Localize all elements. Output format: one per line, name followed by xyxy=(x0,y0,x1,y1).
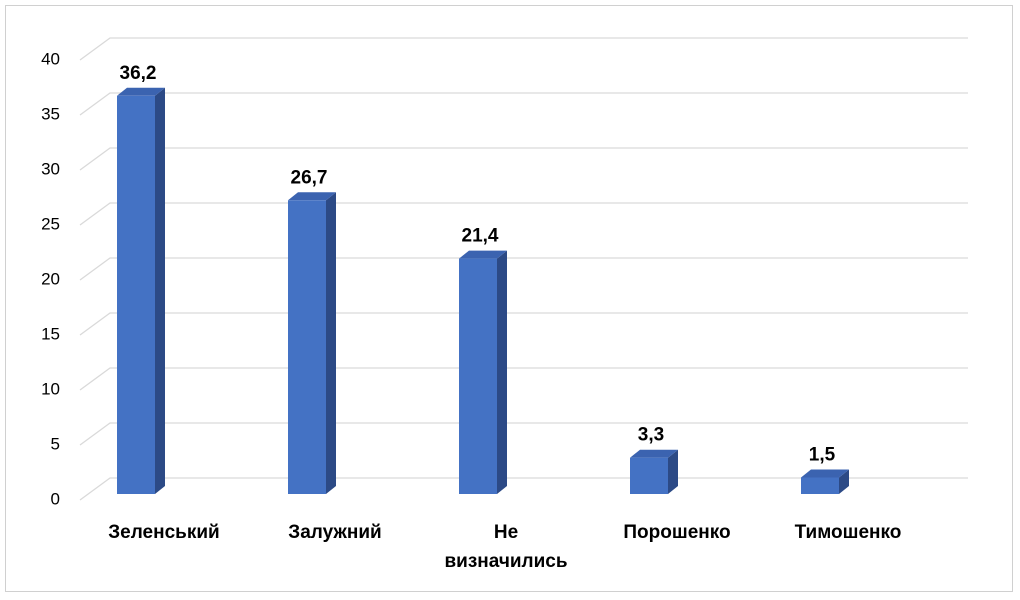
data-label: 21,4 xyxy=(462,226,499,247)
bar-side xyxy=(155,87,165,495)
bar xyxy=(117,95,155,495)
x-tick-label: Тимошенко xyxy=(795,522,902,543)
grid-line xyxy=(79,202,968,226)
bar xyxy=(288,200,326,495)
bar-side xyxy=(839,469,849,494)
bar-top xyxy=(117,87,165,96)
bar-top xyxy=(630,449,678,458)
x-tick-label: Зеленський xyxy=(108,522,219,543)
grid-line xyxy=(79,312,968,336)
grid-line xyxy=(79,37,968,61)
data-label: 26,7 xyxy=(291,167,328,188)
data-label: 3,3 xyxy=(638,425,664,446)
bar-top xyxy=(801,469,849,478)
x-tick-line: Не xyxy=(494,522,518,543)
x-tick-line: визначились xyxy=(444,551,567,572)
grid-line xyxy=(79,477,968,501)
bar-side xyxy=(497,250,507,494)
chart-border xyxy=(5,5,1013,592)
x-tick-label: Не визначились xyxy=(444,522,567,572)
y-tick-label: 10 xyxy=(41,379,60,398)
y-tick-label: 25 xyxy=(41,214,60,233)
y-tick-label: 40 xyxy=(41,49,60,68)
grid-line xyxy=(79,257,968,281)
bar-side xyxy=(668,449,678,494)
y-tick-label: 15 xyxy=(41,324,60,343)
bar-side xyxy=(326,192,336,495)
y-tick-label: 30 xyxy=(41,159,60,178)
y-tick-label: 5 xyxy=(51,434,60,453)
grid-line xyxy=(79,92,968,116)
grid-line xyxy=(79,367,968,391)
bar xyxy=(630,457,668,494)
grid-line xyxy=(79,422,968,446)
bar-top xyxy=(459,250,507,259)
x-tick-label: Залужний xyxy=(288,522,381,543)
bar xyxy=(801,477,839,494)
x-tick-label: Порошенко xyxy=(623,522,730,543)
y-tick-label: 35 xyxy=(41,104,60,123)
y-tick-label: 20 xyxy=(41,269,60,288)
data-label: 36,2 xyxy=(120,63,157,84)
bar-top xyxy=(288,192,336,201)
y-tick-label: 0 xyxy=(51,489,60,508)
grid-line xyxy=(79,147,968,171)
data-label: 1,5 xyxy=(809,445,836,466)
bar xyxy=(459,258,497,494)
